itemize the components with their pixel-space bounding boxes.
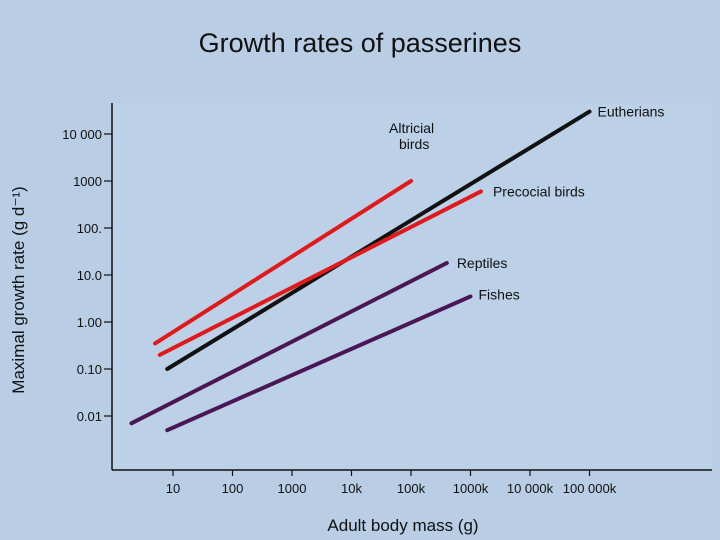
series-lines — [129, 109, 592, 433]
series-line-precocial-birds — [157, 189, 483, 357]
y-tick-group: 10 000 1000 100. 10.0 1.00 0.10 0.01 — [62, 127, 112, 424]
x-tick-label: 10 — [166, 481, 180, 496]
y-tick-label: 10 000 — [62, 127, 102, 142]
series-line-fishes — [165, 294, 473, 433]
x-tick-label: 100 000k — [563, 481, 617, 496]
y-tick-label: 100. — [77, 221, 102, 236]
x-tick-label: 100 — [222, 481, 244, 496]
series-label-fishes: Fishes — [479, 286, 520, 302]
series-label-altricial-birds: Altricial birds — [389, 120, 434, 152]
series-label-eutherians: Eutherians — [598, 104, 665, 120]
y-tick-label: 1.00 — [77, 315, 102, 330]
x-tick-label: 1000k — [453, 481, 489, 496]
series-line-eutherians — [165, 109, 592, 371]
x-tick-label: 10k — [341, 481, 362, 496]
series-label-reptiles: Reptiles — [457, 255, 508, 271]
y-tick-label: 0.01 — [77, 409, 102, 424]
series-line-reptiles — [129, 261, 449, 426]
x-axis-title: Adult body mass (g) — [327, 516, 478, 535]
y-tick-label: 10.0 — [77, 268, 102, 283]
y-axis-title: Maximal growth rate (g d⁻¹) — [9, 186, 28, 393]
series-line-altricial-birds — [153, 179, 413, 346]
x-tick-label: 1000 — [278, 481, 307, 496]
x-tick-label: 10 000k — [507, 481, 554, 496]
series-label-precocial-birds: Precocial birds — [493, 183, 585, 199]
x-tick-label: 100k — [397, 481, 426, 496]
x-tick-group: 10 100 1000 10k 100k 1000k 10 000k 100 000k — [166, 470, 617, 496]
slide-title: Growth rates of passerines — [198, 28, 522, 58]
y-tick-label: 0.10 — [77, 362, 102, 377]
y-tick-label: 1000 — [73, 174, 102, 189]
series-labels: Eutherians Altricial birds Precocial birds R… — [389, 104, 664, 303]
